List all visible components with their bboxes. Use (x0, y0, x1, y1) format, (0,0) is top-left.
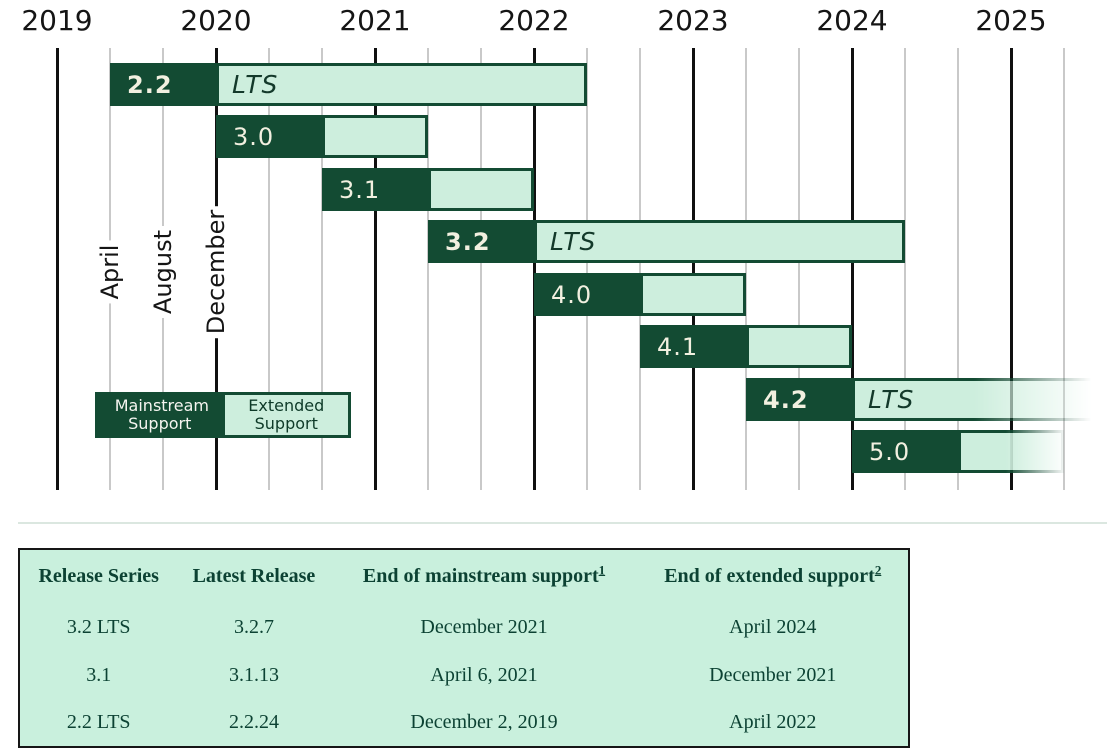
gridline-minor (427, 48, 429, 490)
release-bar-4.0-extended (640, 273, 746, 316)
gridline-minor (639, 48, 641, 490)
release-bar-4.0-mainstream: 4.0 (534, 273, 640, 316)
gridline-major (691, 48, 695, 490)
gridline-minor (321, 48, 323, 490)
table-cell: 3.2 LTS (66, 615, 131, 638)
release-bar-2.2-extended: LTS (216, 63, 587, 106)
lts-label: LTS (232, 70, 279, 99)
gridline-major (532, 48, 536, 490)
release-bar-3.0-extended (322, 115, 428, 158)
release-bar-5.0-extended (958, 430, 1064, 473)
year-axis-label: 2021 (339, 4, 411, 37)
legend-extended-label: Extended Support (248, 396, 325, 433)
release-version-label: 3.0 (233, 122, 275, 151)
table-cell: 2.2.24 (228, 711, 279, 733)
lts-label: LTS (550, 227, 597, 256)
table-header-cell: End of extended support2 (664, 562, 882, 587)
table-row: 2.2 LTS 2.2.24 December 2, 2019 April 2022 (19, 699, 909, 747)
release-bar-3.2-mainstream: 3.2 (428, 220, 534, 263)
table-cell: 2.2 LTS (66, 711, 131, 733)
support-table-body: 3.2 LTS 3.2.7 December 2021 April 2024 3.1 3.… (19, 603, 909, 747)
gridline-minor (798, 48, 800, 490)
gridline-minor (904, 48, 906, 490)
release-bar-4.2-mainstream: 4.2 (746, 378, 852, 421)
support-table-header: Release Series Latest Release End of mains… (19, 549, 909, 603)
legend-extended-support: Extended Support (224, 392, 351, 438)
lts-label: LTS (868, 385, 915, 414)
gridline-minor (480, 48, 482, 490)
release-bar-2.2-mainstream: 2.2 (110, 63, 216, 106)
release-bar-3.1-extended (428, 168, 534, 211)
release-bar-3.1-mainstream: 3.1 (322, 168, 428, 211)
release-version-label: 3.2 (445, 227, 491, 256)
year-axis-label: 2022 (498, 4, 570, 37)
gridline-minor (586, 48, 588, 490)
table-row: 3.2 LTS 3.2.7 December 2021 April 2024 (19, 603, 909, 651)
table-header-cell: Release Series (38, 565, 159, 587)
support-table: Release Series Latest Release End of mains… (18, 548, 910, 748)
gridline-major (373, 48, 377, 490)
gridline-major (55, 48, 59, 490)
legend-mainstream-support: Mainstream Support (95, 392, 225, 438)
year-axis-label: 2020 (180, 4, 252, 37)
release-bar-3.2-extended: LTS (534, 220, 905, 263)
gridline-major (850, 48, 854, 490)
year-axis-label: 2025 (975, 4, 1047, 37)
gridline-minor (745, 48, 747, 490)
table-cell: December 2, 2019 (410, 711, 558, 733)
table-row: 3.1 3.1.13 April 6, 2021 December 2021 (19, 651, 909, 699)
table-cell: April 2024 (729, 615, 817, 638)
footnote-link-2[interactable]: 2 (874, 562, 882, 578)
year-axis-label: 2019 (21, 4, 93, 37)
horizontal-divider (18, 522, 1107, 524)
release-bar-4.1-extended (746, 325, 852, 368)
table-cell: April 6, 2021 (430, 663, 538, 686)
release-bar-4.1-mainstream: 4.1 (640, 325, 746, 368)
month-axis-label: April (95, 240, 125, 304)
release-roadmap-chart: 2019 2020 2021 2022 2023 2024 2025 2.2 LTS 3.0 3.1… (21, 4, 1116, 490)
release-bar-5.0-mainstream: 5.0 (852, 430, 958, 473)
release-version-label: 2.2 (127, 70, 173, 99)
month-axis-label: December (201, 205, 231, 339)
table-cell: December 2021 (420, 615, 548, 638)
table-header-cell: End of mainstream support1 (362, 562, 606, 587)
legend-mainstream-label: Mainstream Support (114, 396, 210, 433)
gridline-minor (957, 48, 959, 490)
year-axis-label: 2023 (657, 4, 729, 37)
table-cell: 3.1 (86, 663, 112, 686)
table-cell: 3.1.13 (228, 663, 279, 686)
gridline-minor (1063, 48, 1065, 490)
year-axis-label: 2024 (816, 4, 888, 37)
release-version-label: 4.0 (551, 280, 593, 309)
footnote-link-1[interactable]: 1 (598, 562, 606, 578)
release-version-label: 3.1 (339, 175, 381, 204)
gridline-minor (268, 48, 270, 490)
release-bar-3.0-mainstream: 3.0 (216, 115, 322, 158)
table-header-cell: Latest Release (192, 565, 316, 587)
release-version-label: 4.2 (763, 385, 809, 414)
month-axis-label: August (148, 226, 178, 318)
release-bar-4.2-extended: LTS (852, 378, 1116, 421)
release-version-label: 4.1 (657, 332, 699, 361)
table-cell: 3.2.7 (233, 615, 274, 638)
table-cell: December 2021 (709, 663, 837, 686)
table-cell: April 2022 (729, 711, 817, 733)
release-version-label: 5.0 (869, 437, 911, 466)
legend: Mainstream Support Extended Support (95, 392, 351, 438)
gridline-major (1009, 48, 1013, 490)
